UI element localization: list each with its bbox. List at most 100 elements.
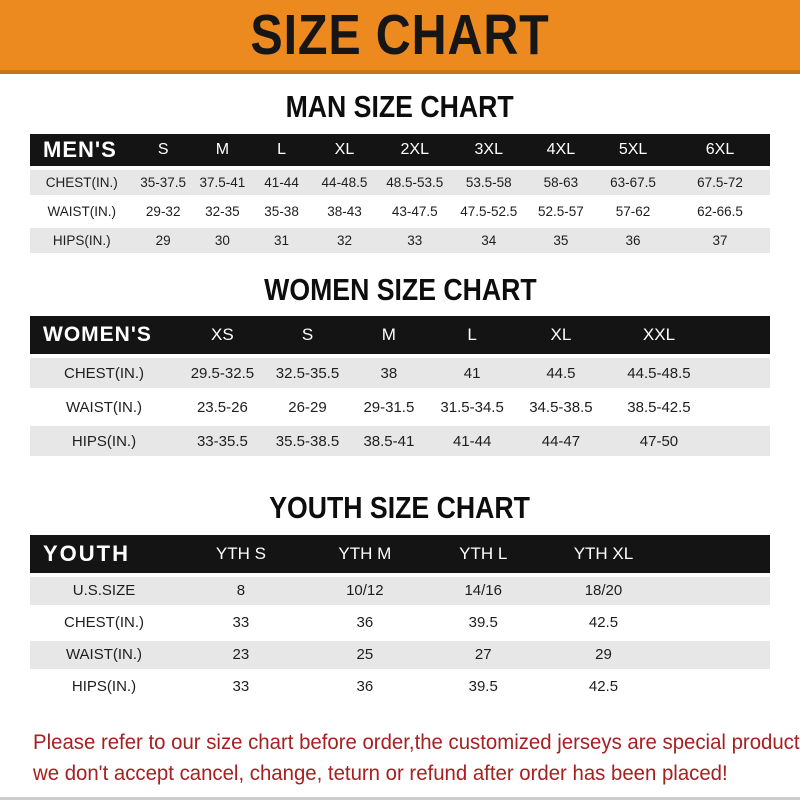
size-value-cell: 33 [178,608,304,637]
size-value-cell: 43-47.5 [377,198,452,224]
women-table-header-row: WOMEN'S XS S M L XL XXL [30,316,770,355]
men-column-header: L [251,133,312,166]
youth-column-header: YTH L [425,534,541,573]
women-chest-row: CHEST(IN.) 29.5-32.5 32.5-35.5 38 41 44.… [30,358,770,389]
size-value-cell: 41-44 [429,426,515,457]
size-value-cell: 23 [178,640,304,669]
size-value-cell: 63-67.5 [596,169,671,195]
women-column-header: S [266,316,349,355]
size-value-cell: 36 [596,227,671,253]
size-value-cell: 38.5-42.5 [607,392,711,423]
youth-section-heading: YOUTH SIZE CHART [0,490,800,526]
size-value-cell: 10/12 [303,576,426,605]
size-value-cell: 44.5 [514,358,608,389]
size-value-cell: 31.5-34.5 [429,392,515,423]
size-value-cell: 35-37.5 [133,169,193,195]
size-value-cell: 29.5-32.5 [178,358,267,389]
size-value-cell: 33 [377,227,452,253]
man-section-heading: MAN SIZE CHART [0,89,800,125]
youth-table-title: YOUTH [30,534,178,573]
men-column-header: 3XL [451,133,526,166]
youth-chest-row: CHEST(IN.) 33 36 39.5 42.5 [30,608,770,637]
men-waist-row: WAIST(IN.) 29-32 32-35 35-38 38-43 43-47… [30,198,770,224]
size-value-cell: 32 [311,227,378,253]
men-size-table: MEN'S S M L XL 2XL 3XL 4XL 5XL 6XL CHEST… [30,130,770,257]
size-value-cell: 42.5 [540,672,667,701]
women-column-header: L [429,316,515,355]
footer-disclaimer: Please refer to our size chart before or… [33,727,800,789]
size-value-cell: 34 [451,227,526,253]
women-column-header: XS [178,316,267,355]
row-label: HIPS(IN.) [30,426,178,457]
size-value-cell: 57-62 [596,198,671,224]
size-value-cell: 44-48.5 [311,169,378,195]
size-value-cell: 36 [303,608,426,637]
men-table-header-row: MEN'S S M L XL 2XL 3XL 4XL 5XL 6XL [30,133,770,166]
filler-cell [666,640,770,669]
size-value-cell: 23.5-26 [178,392,267,423]
youth-size-table: YOUTH YTH S YTH M YTH L YTH XL U.S.SIZE … [30,531,770,705]
size-value-cell: 34.5-38.5 [514,392,608,423]
size-value-cell: 41-44 [251,169,312,195]
size-value-cell: 39.5 [425,608,541,637]
bottom-edge-divider [0,797,800,800]
youth-section-heading-text: YOUTH SIZE CHART [269,490,531,526]
men-column-header: 4XL [525,133,597,166]
size-value-cell: 62-66.5 [670,198,770,224]
size-value-cell: 67.5-72 [670,169,770,195]
men-column-header: 5XL [596,133,671,166]
filler-cell [666,672,770,701]
size-value-cell: 37 [670,227,770,253]
size-value-cell: 33-35.5 [178,426,267,457]
row-label: CHEST(IN.) [30,358,178,389]
row-label: HIPS(IN.) [30,227,134,253]
size-value-cell: 53.5-58 [451,169,526,195]
row-label: WAIST(IN.) [30,392,178,423]
size-value-cell: 41 [429,358,515,389]
women-size-table: WOMEN'S XS S M L XL XXL CHEST(IN.) 29.5-… [30,312,770,460]
women-hips-row: HIPS(IN.) 33-35.5 35.5-38.5 38.5-41 41-4… [30,426,770,457]
row-label: WAIST(IN.) [30,198,134,224]
men-column-header: S [133,133,193,166]
filler-cell [710,392,770,423]
size-value-cell: 38-43 [311,198,378,224]
size-value-cell: 47-50 [607,426,711,457]
men-column-header: 6XL [670,133,770,166]
women-table-title: WOMEN'S [30,316,178,355]
size-value-cell: 48.5-53.5 [377,169,452,195]
size-value-cell: 35-38 [251,198,312,224]
filler-cell [710,426,770,457]
size-value-cell: 32-35 [192,198,252,224]
filler-cell [666,608,770,637]
size-value-cell: 26-29 [266,392,349,423]
size-value-cell: 8 [178,576,304,605]
size-value-cell: 14/16 [425,576,541,605]
men-column-header: M [192,133,252,166]
size-value-cell: 30 [192,227,252,253]
size-value-cell: 47.5-52.5 [451,198,526,224]
row-label: HIPS(IN.) [30,672,178,701]
row-label: U.S.SIZE [30,576,178,605]
size-value-cell: 27 [425,640,541,669]
footer-disclaimer-line1: Please refer to our size chart before or… [33,730,800,754]
youth-ussize-row: U.S.SIZE 8 10/12 14/16 18/20 [30,576,770,605]
size-value-cell: 44.5-48.5 [607,358,711,389]
men-hips-row: HIPS(IN.) 29 30 31 32 33 34 35 36 37 [30,227,770,253]
man-section-heading-text: MAN SIZE CHART [285,89,515,124]
size-value-cell: 35.5-38.5 [266,426,349,457]
youth-table-header-row: YOUTH YTH S YTH M YTH L YTH XL [30,534,770,573]
women-waist-row: WAIST(IN.) 23.5-26 26-29 29-31.5 31.5-34… [30,392,770,423]
size-value-cell: 33 [178,672,304,701]
size-chart-banner: SIZE CHART [0,0,800,74]
women-column-header: XXL [607,316,711,355]
women-section-heading: WOMEN SIZE CHART [0,272,800,308]
youth-waist-row: WAIST(IN.) 23 25 27 29 [30,640,770,669]
size-value-cell: 29 [133,227,193,253]
youth-column-header: YTH S [178,534,304,573]
size-value-cell: 36 [303,672,426,701]
filler-cell [666,576,770,605]
women-column-header: M [348,316,430,355]
size-value-cell: 37.5-41 [192,169,252,195]
size-value-cell: 18/20 [540,576,667,605]
filler-cell [710,358,770,389]
